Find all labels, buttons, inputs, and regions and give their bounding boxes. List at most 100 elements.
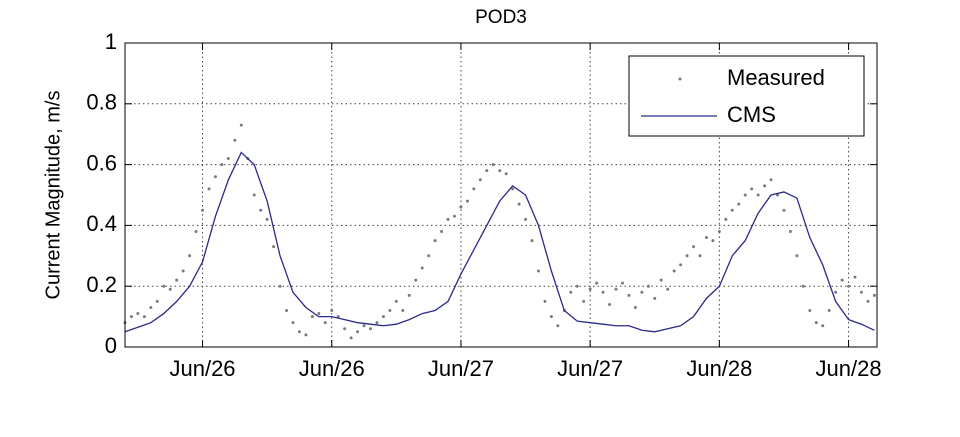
- data-point: [653, 296, 657, 300]
- chart-title: POD3: [475, 7, 527, 28]
- data-point: [569, 290, 573, 294]
- data-point: [343, 327, 347, 331]
- data-point: [756, 193, 760, 197]
- data-point: [136, 312, 140, 316]
- data-point: [588, 287, 592, 291]
- data-point: [795, 254, 799, 258]
- data-point: [220, 163, 224, 167]
- legend-marker: [678, 77, 682, 81]
- data-point: [440, 229, 444, 233]
- data-point: [278, 284, 282, 288]
- data-point: [517, 202, 521, 206]
- data-point: [666, 287, 670, 291]
- data-point: [692, 245, 696, 249]
- data-point: [129, 315, 133, 319]
- data-point: [711, 239, 715, 243]
- data-point: [672, 269, 676, 273]
- data-point: [207, 187, 211, 191]
- data-point: [827, 309, 831, 313]
- data-point: [420, 266, 424, 270]
- data-point: [872, 293, 876, 297]
- data-point: [640, 290, 644, 294]
- data-point: [814, 321, 818, 325]
- data-point: [620, 281, 624, 285]
- data-point: [401, 309, 405, 313]
- data-point: [485, 169, 489, 173]
- x-tick-label: Jun/26: [299, 356, 365, 381]
- data-point: [162, 284, 166, 288]
- data-point: [608, 302, 612, 306]
- legend-box: [628, 55, 865, 137]
- data-point: [317, 312, 321, 316]
- data-point: [310, 315, 314, 319]
- x-tick-label: Jun/26: [169, 356, 235, 381]
- data-point: [698, 254, 702, 258]
- data-point: [769, 178, 773, 182]
- data-point: [394, 299, 398, 303]
- data-point: [175, 278, 179, 282]
- data-point: [414, 278, 418, 282]
- data-point: [433, 239, 437, 243]
- data-point: [834, 290, 838, 294]
- data-point: [407, 293, 411, 297]
- data-point: [847, 284, 851, 288]
- data-point: [679, 263, 683, 267]
- data-point: [201, 208, 205, 212]
- data-point: [788, 229, 792, 233]
- data-point: [530, 239, 534, 243]
- y-tick-label: 0.8: [86, 90, 117, 115]
- data-point: [368, 327, 372, 331]
- x-tick-label: Jun/27: [557, 356, 623, 381]
- data-point: [724, 217, 728, 221]
- legend-label: Measured: [727, 65, 825, 90]
- y-axis-label: Current Magnitude, m/s: [42, 91, 64, 300]
- data-point: [633, 305, 637, 309]
- data-point: [595, 281, 599, 285]
- data-point: [853, 275, 857, 279]
- data-point: [168, 287, 172, 291]
- data-point: [743, 193, 747, 197]
- data-point: [297, 330, 301, 334]
- x-tick-label: Jun/28: [816, 356, 882, 381]
- data-point: [330, 309, 334, 313]
- legend-label: CMS: [727, 102, 776, 127]
- data-point: [381, 315, 385, 319]
- data-point: [504, 172, 508, 176]
- data-point: [272, 245, 276, 249]
- data-point: [155, 299, 159, 303]
- data-point: [375, 321, 379, 325]
- data-point: [498, 169, 502, 173]
- data-point: [472, 187, 476, 191]
- data-point: [614, 287, 618, 291]
- data-point: [233, 138, 237, 142]
- data-point: [349, 336, 353, 340]
- data-point: [427, 254, 431, 258]
- data-point: [265, 217, 269, 221]
- data-point: [704, 236, 708, 240]
- x-tick-label: Jun/27: [428, 356, 494, 381]
- data-point: [840, 278, 844, 282]
- y-tick-label: 0: [105, 333, 117, 358]
- y-tick-label: 1: [105, 29, 117, 54]
- line-series: [124, 151, 875, 333]
- data-point: [659, 278, 663, 282]
- axes-box: [124, 42, 878, 348]
- data-point: [188, 254, 192, 258]
- data-point: [859, 290, 863, 294]
- data-point: [259, 208, 263, 212]
- data-point: [801, 284, 805, 288]
- data-point: [866, 299, 870, 303]
- data-point: [582, 299, 586, 303]
- data-point: [239, 123, 243, 127]
- data-point: [511, 187, 515, 191]
- data-point: [459, 205, 463, 209]
- data-point: [356, 330, 360, 334]
- data-point: [388, 309, 392, 313]
- y-tick-label: 0.2: [86, 272, 117, 297]
- data-point: [304, 333, 308, 337]
- data-point: [627, 293, 631, 297]
- data-point: [181, 269, 185, 273]
- data-point: [717, 229, 721, 233]
